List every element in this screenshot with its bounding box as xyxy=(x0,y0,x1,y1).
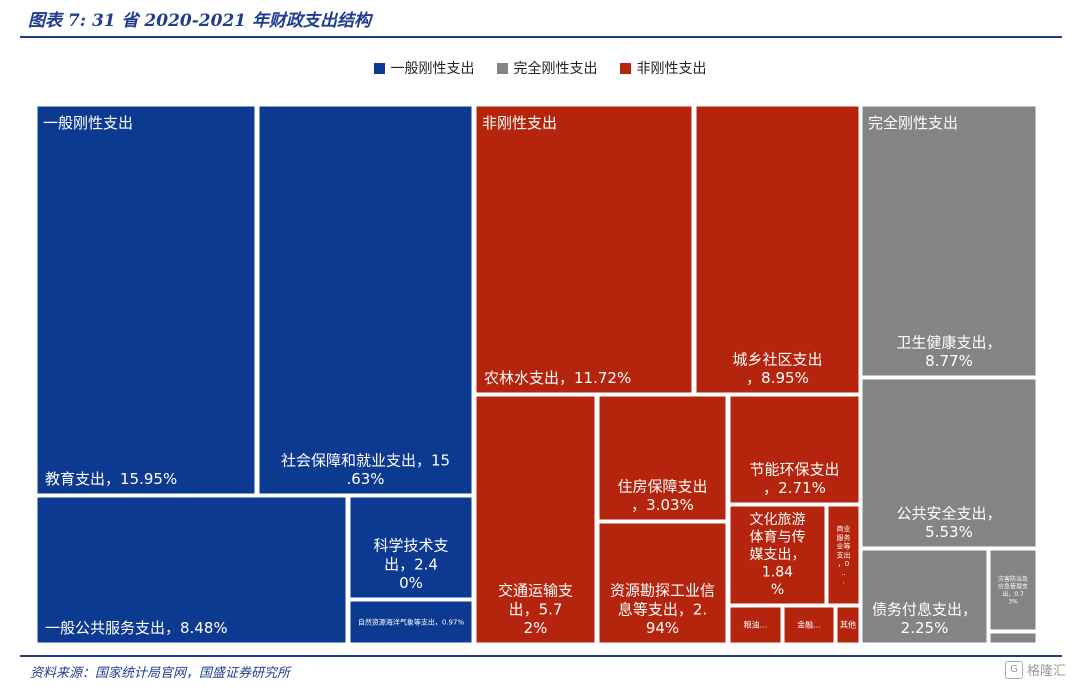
top-rule xyxy=(20,36,1062,38)
treemap-cell xyxy=(729,606,782,644)
treemap-cell-label: 灾害防治及应急管理支出，0.7 3% xyxy=(998,575,1028,606)
treemap-cell-label: 城乡社区支出，8.95% xyxy=(732,350,822,387)
treemap-cell xyxy=(598,395,727,521)
treemap-cell xyxy=(729,395,860,504)
treemap-cell-label: 资源勘探工业信息等支出，2. 94% xyxy=(610,582,715,638)
treemap-cell xyxy=(36,105,256,495)
treemap-cell-label: 农林水支出，11.72% xyxy=(484,369,631,387)
treemap-cell xyxy=(598,522,727,644)
logo-text: 格隆汇 xyxy=(1026,664,1066,679)
treemap-cell-label: 自然资源海洋气象等支出，0.97% xyxy=(358,617,465,626)
treemap-cell-label: 卫生健康支出， 8.77% xyxy=(896,333,1001,370)
treemap-cell xyxy=(861,549,988,644)
legend-item-general-rigid: 一般刚性支出 xyxy=(373,58,475,78)
treemap-cell xyxy=(36,496,347,644)
treemap-cell xyxy=(861,105,1037,377)
source-note: 资料来源：国家统计局官网，国盛证券研究所 xyxy=(30,666,291,681)
treemap-cell-label: 交通运输支出，5.7 2% xyxy=(498,582,573,638)
treemap-group-label: 非刚性支出 xyxy=(482,114,557,132)
legend-label: 完全刚性支出 xyxy=(513,61,598,77)
bottom-rule xyxy=(20,655,1062,657)
treemap-cell-label: 文化旅游体育与传媒支出， 1.84% xyxy=(750,512,806,598)
logo-icon: G xyxy=(1004,660,1023,679)
treemap-cell xyxy=(258,105,473,495)
treemap-cell-label: 节能环保支出，2.71% xyxy=(749,460,839,497)
treemap-cell-label: 社会保障和就业支出，15.63% xyxy=(281,451,450,488)
treemap-cell xyxy=(836,606,860,644)
legend-swatch xyxy=(496,62,508,74)
legend-swatch xyxy=(373,62,385,74)
legend-item-non-rigid: 非刚性支出 xyxy=(619,58,707,78)
figure-title: 图表 7: 31 省 2020-2021 年财政支出结构 xyxy=(28,11,372,31)
treemap-cell xyxy=(349,496,473,599)
treemap-cell xyxy=(729,505,826,605)
treemap-cell-label: 一般公共服务支出，8.48% xyxy=(45,619,228,637)
legend-item-fully-rigid: 完全刚性支出 xyxy=(496,58,598,78)
legend-swatch xyxy=(619,62,631,74)
treemap-cell-label: 科学技术支出，2.4 0% xyxy=(373,537,448,593)
treemap-cell-label: 金融... xyxy=(797,620,821,630)
treemap-cell-label: 公共安全支出， 5.53% xyxy=(896,504,1001,541)
legend-label: 一般刚性支出 xyxy=(390,61,475,77)
treemap-cell-label: 粮油... xyxy=(744,620,768,630)
treemap-cell-label: 债务付息支出， 2.25% xyxy=(872,600,977,637)
treemap-cell xyxy=(827,505,860,605)
treemap-cell xyxy=(861,378,1037,548)
treemap-cell xyxy=(349,600,473,644)
treemap-cell-label: 其他 xyxy=(840,620,856,630)
treemap-group-label: 一般刚性支出 xyxy=(43,114,133,132)
watermark-logo: G 格隆汇 xyxy=(1004,660,1066,679)
legend-label: 非刚性支出 xyxy=(636,61,707,77)
treemap-group-label: 完全刚性支出 xyxy=(868,114,958,132)
treemap-cell xyxy=(783,606,835,644)
treemap-cell-label: 教育支出，15.95% xyxy=(45,470,177,488)
treemap-cell xyxy=(475,395,596,644)
treemap-cell xyxy=(695,105,860,394)
treemap-cell-label: 商业服务业等支出，0... xyxy=(837,524,851,586)
treemap-cell-label: 住房保障支出，3.03% xyxy=(617,477,707,514)
treemap-cell xyxy=(475,105,693,394)
treemap-cell xyxy=(989,632,1037,644)
treemap-cell xyxy=(989,549,1037,631)
chart-legend: 一般刚性支出 完全刚性支出 非刚性支出 xyxy=(0,58,1080,78)
